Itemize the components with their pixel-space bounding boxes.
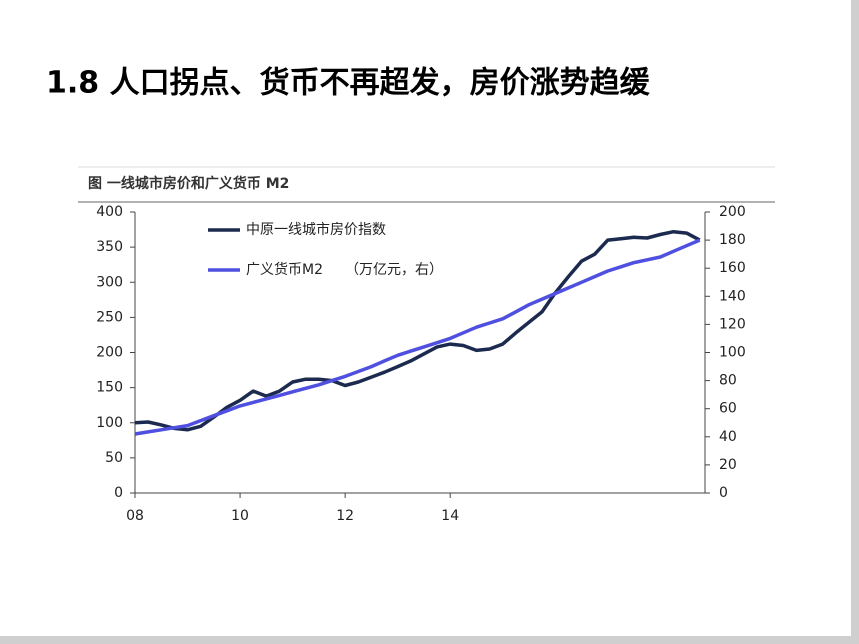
y2-tick-label: 60	[719, 401, 737, 417]
y2-tick-label: 80	[719, 373, 737, 389]
legend-label: 中原一线城市房价指数	[246, 221, 386, 238]
y2-tick-label: 140	[719, 288, 746, 304]
chart-title: 图 一线城市房价和广义货币 M2	[88, 175, 289, 192]
y-tick-label: 200	[96, 345, 123, 361]
y-tick-label: 250	[96, 309, 123, 325]
y-tick-label: 350	[96, 239, 123, 255]
x-tick-label: 08	[126, 508, 144, 524]
x-tick-label: 10	[231, 508, 249, 524]
y-tick-label: 100	[96, 415, 123, 431]
bottom-border	[0, 636, 859, 644]
series-line	[134, 229, 701, 432]
y2-tick-label: 160	[719, 260, 746, 276]
y2-tick-label: 100	[719, 345, 746, 361]
slide-heading: 1.8 人口拐点、货币不再超发，房价涨势趋缓	[46, 66, 651, 101]
x-tick-label: 14	[441, 508, 459, 524]
series-line	[134, 238, 701, 436]
y2-tick-label: 120	[719, 316, 746, 332]
legend-label: 广义货币M2	[246, 261, 323, 278]
y-tick-label: 300	[96, 274, 123, 290]
x-tick-label: 12	[336, 508, 354, 524]
y-tick-label: 400	[96, 204, 123, 220]
y2-tick-label: 20	[719, 457, 737, 473]
y-tick-label: 0	[114, 485, 123, 501]
y2-tick-label: 40	[719, 429, 737, 445]
right-border	[851, 0, 859, 644]
y-tick-label: 150	[96, 380, 123, 396]
y2-tick-label: 180	[719, 232, 746, 248]
annotation: （万亿元，右）	[345, 262, 443, 278]
y2-tick-label: 0	[719, 485, 728, 501]
y2-tick-label: 200	[719, 204, 746, 220]
y-tick-label: 50	[105, 450, 123, 466]
